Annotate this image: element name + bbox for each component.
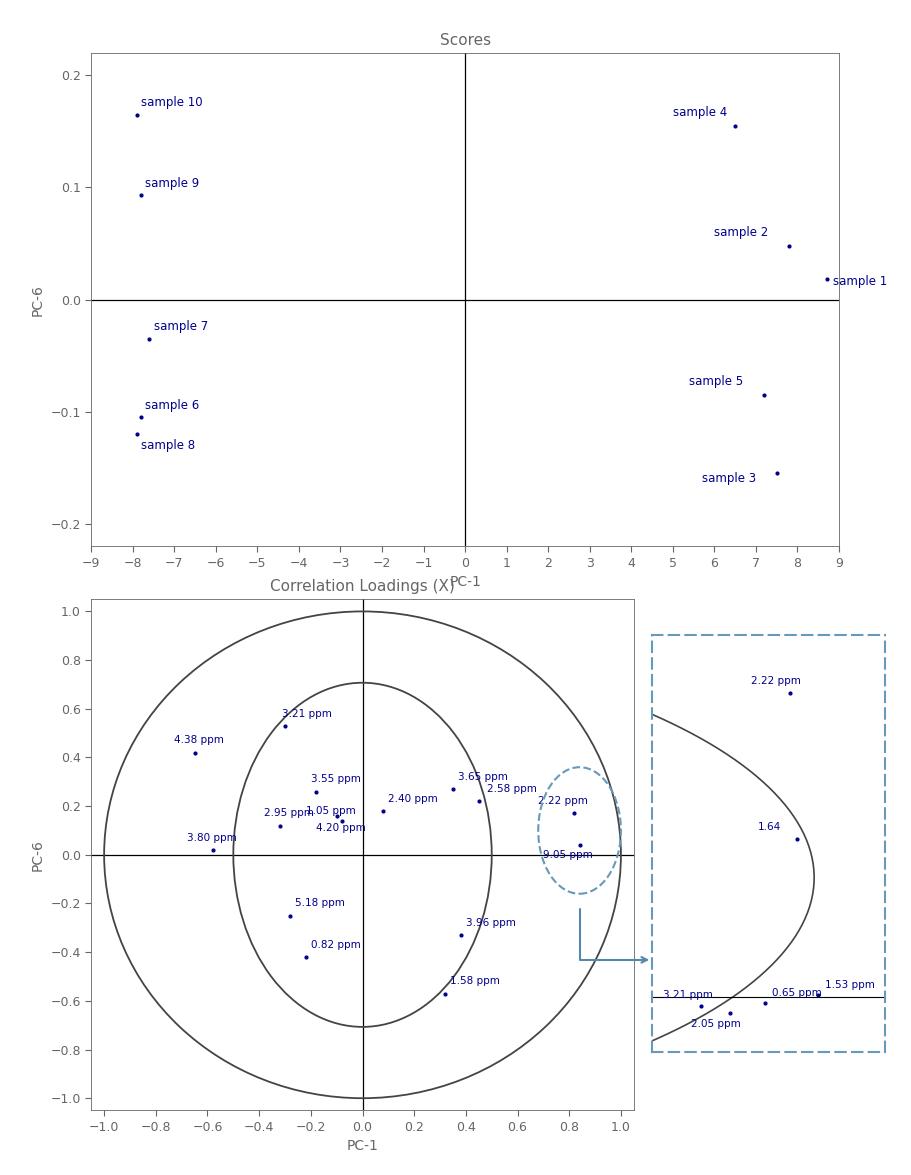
Text: 0.65 ppm: 0.65 ppm — [771, 988, 821, 998]
Text: 5.18 ppm: 5.18 ppm — [295, 899, 345, 908]
Text: 3.96 ppm: 3.96 ppm — [466, 918, 516, 928]
Text: 4.20 ppm: 4.20 ppm — [315, 822, 365, 833]
Y-axis label: PC-6: PC-6 — [31, 839, 45, 871]
Y-axis label: PC-6: PC-6 — [31, 283, 45, 316]
Text: 2.58 ppm: 2.58 ppm — [486, 784, 536, 794]
Text: 1.05 ppm: 1.05 ppm — [305, 806, 355, 815]
Text: sample 7: sample 7 — [153, 321, 208, 334]
Text: 3.55 ppm: 3.55 ppm — [311, 774, 361, 784]
X-axis label: PC-1: PC-1 — [346, 1140, 378, 1154]
Text: 2.40 ppm: 2.40 ppm — [388, 793, 437, 804]
Text: 2.22 ppm: 2.22 ppm — [750, 676, 800, 686]
X-axis label: PC-1: PC-1 — [449, 576, 480, 590]
Title: Correlation Loadings (X): Correlation Loadings (X) — [270, 579, 455, 593]
Text: 4.38 ppm: 4.38 ppm — [174, 736, 223, 745]
Text: 3.80 ppm: 3.80 ppm — [187, 833, 236, 842]
Text: sample 3: sample 3 — [701, 471, 755, 484]
Text: sample 10: sample 10 — [141, 96, 202, 109]
Text: 3.65 ppm: 3.65 ppm — [457, 772, 507, 781]
Title: Scores: Scores — [439, 33, 490, 47]
Text: 2.05 ppm: 2.05 ppm — [691, 1019, 740, 1028]
Text: sample 2: sample 2 — [713, 226, 768, 239]
Text: 9.05 ppm: 9.05 ppm — [543, 850, 592, 860]
Text: sample 8: sample 8 — [141, 439, 195, 452]
Text: sample 4: sample 4 — [672, 106, 726, 119]
Text: 2.95 ppm: 2.95 ppm — [264, 808, 314, 818]
Text: sample 1: sample 1 — [832, 275, 886, 288]
Text: 1.53 ppm: 1.53 ppm — [824, 980, 874, 991]
Text: sample 9: sample 9 — [145, 176, 200, 189]
Text: 1.58 ppm: 1.58 ppm — [450, 976, 500, 986]
Text: sample 5: sample 5 — [689, 375, 742, 388]
Text: 3.21 ppm: 3.21 ppm — [662, 991, 711, 1000]
Text: 0.82 ppm: 0.82 ppm — [311, 940, 360, 949]
Text: 2.22 ppm: 2.22 ppm — [537, 797, 588, 806]
Text: 3.21 ppm: 3.21 ppm — [282, 709, 332, 718]
Text: 1.64: 1.64 — [757, 821, 780, 832]
Text: sample 6: sample 6 — [145, 398, 200, 411]
